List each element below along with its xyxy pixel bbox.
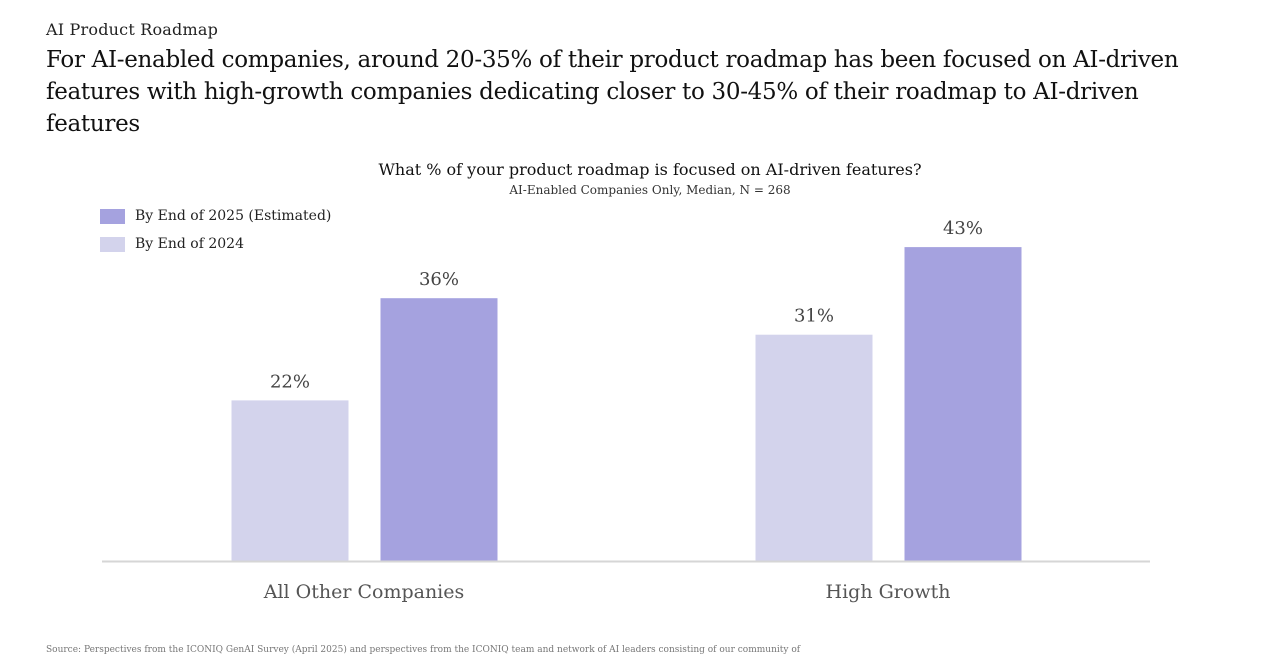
chart-subtitle: AI-Enabled Companies Only, Median, N = 2… [509, 183, 791, 197]
legend-swatch-2025 [100, 208, 125, 224]
value-label-2025-0: 36% [419, 269, 459, 290]
legend-swatch-2024 [100, 236, 125, 252]
legend-label-2025: By End of 2025 (Estimated) [135, 208, 332, 224]
legend-item-2024: By End of 2024 [100, 230, 331, 258]
bar-2025-0 [380, 298, 498, 561]
value-label-2024-0: 22% [270, 371, 310, 392]
bar-2025-1 [904, 247, 1022, 561]
bar-2024-1 [755, 334, 873, 561]
category-label-0: All Other Companies [263, 581, 465, 603]
chart-title: What % of your product roadmap is focuse… [378, 160, 922, 179]
chart-legend: By End of 2025 (Estimated) By End of 202… [100, 202, 331, 258]
source-note: Source: Perspectives from the ICONIQ Gen… [46, 645, 801, 655]
bar-2024-0 [231, 400, 349, 561]
value-label-2024-1: 31% [794, 306, 834, 327]
legend-label-2024: By End of 2024 [135, 236, 244, 252]
page-headline: For AI-enabled companies, around 20-35% … [46, 47, 1179, 137]
category-label-1: High Growth [826, 581, 951, 603]
legend-item-2025: By End of 2025 (Estimated) [100, 202, 331, 230]
value-label-2025-1: 43% [943, 218, 983, 239]
page-kicker: AI Product Roadmap [46, 20, 219, 39]
